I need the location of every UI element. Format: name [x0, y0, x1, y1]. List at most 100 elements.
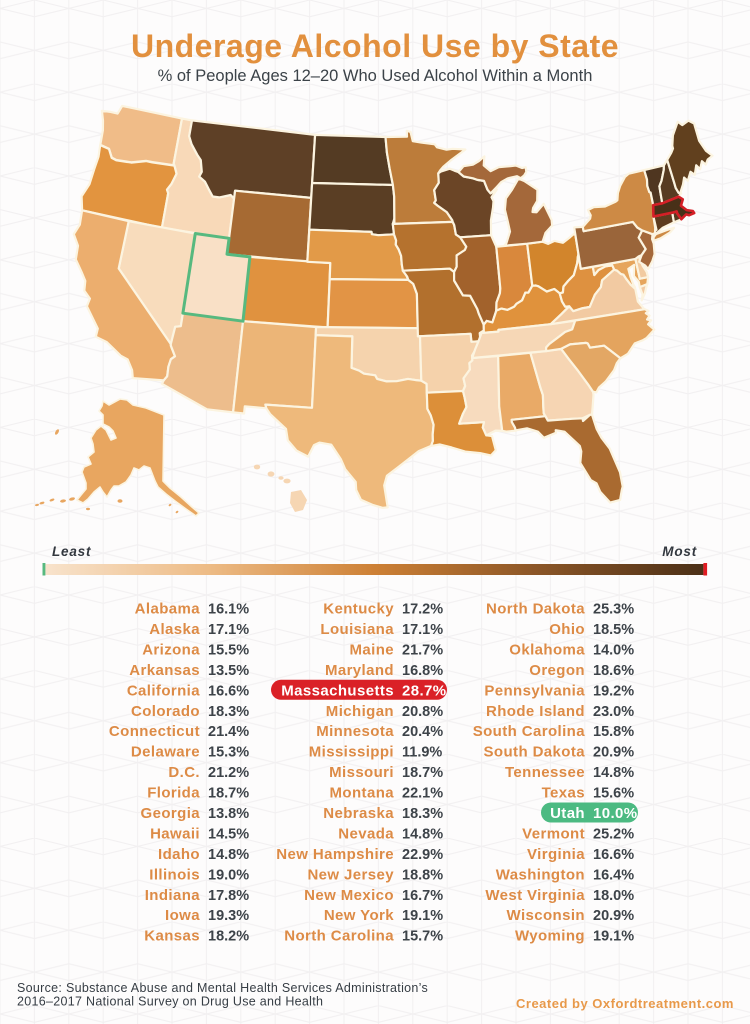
svg-text:Indiana: Indiana — [145, 887, 201, 904]
svg-text:Illinois: Illinois — [149, 866, 200, 883]
svg-text:Georgia: Georgia — [141, 805, 201, 822]
svg-text:New Jersey: New Jersey — [307, 866, 394, 883]
svg-text:Source: Substance Abuse and Me: Source: Substance Abuse and Mental Healt… — [17, 981, 428, 995]
svg-text:Tennessee: Tennessee — [505, 764, 585, 781]
svg-text:10.0%: 10.0% — [593, 805, 638, 822]
svg-text:25.3%: 25.3% — [593, 602, 634, 618]
svg-text:18.3%: 18.3% — [402, 806, 443, 822]
svg-text:16.8%: 16.8% — [402, 663, 443, 679]
svg-text:18.7%: 18.7% — [208, 786, 249, 802]
svg-text:South Dakota: South Dakota — [484, 744, 586, 761]
svg-text:17.1%: 17.1% — [402, 622, 443, 638]
svg-text:Nevada: Nevada — [338, 826, 394, 843]
svg-text:Oregon: Oregon — [529, 662, 585, 679]
svg-text:South Carolina: South Carolina — [473, 723, 586, 740]
svg-text:Michigan: Michigan — [326, 703, 394, 720]
svg-text:Connecticut: Connecticut — [109, 723, 200, 740]
svg-text:Louisiana: Louisiana — [320, 621, 394, 638]
svg-text:Washington: Washington — [496, 866, 585, 883]
svg-text:Hawaii: Hawaii — [150, 826, 200, 843]
svg-text:18.0%: 18.0% — [593, 888, 634, 904]
svg-text:15.3%: 15.3% — [208, 745, 249, 761]
svg-text:16.7%: 16.7% — [402, 888, 443, 904]
svg-text:Missouri: Missouri — [329, 764, 394, 781]
svg-text:16.6%: 16.6% — [593, 847, 634, 863]
svg-text:Created by Oxfordtreatment.com: Created by Oxfordtreatment.com — [516, 996, 734, 1011]
svg-text:West Virginia: West Virginia — [485, 887, 585, 904]
svg-text:Colorado: Colorado — [131, 703, 200, 720]
svg-text:Utah: Utah — [550, 805, 585, 822]
svg-text:Arizona: Arizona — [142, 641, 200, 658]
svg-text:Florida: Florida — [147, 785, 200, 802]
svg-text:19.1%: 19.1% — [593, 929, 634, 945]
svg-text:19.2%: 19.2% — [593, 683, 634, 699]
svg-text:Mississippi: Mississippi — [309, 744, 394, 761]
svg-text:22.9%: 22.9% — [402, 847, 443, 863]
svg-text:20.8%: 20.8% — [402, 704, 443, 720]
svg-text:Wyoming: Wyoming — [515, 928, 585, 945]
svg-text:19.3%: 19.3% — [208, 908, 249, 924]
svg-text:13.8%: 13.8% — [208, 806, 249, 822]
svg-text:18.7%: 18.7% — [402, 765, 443, 781]
svg-text:% of People Ages 12–20 Who Use: % of People Ages 12–20 Who Used Alcohol … — [158, 67, 593, 85]
svg-text:2016–2017 National Survey on D: 2016–2017 National Survey on Drug Use an… — [17, 995, 323, 1009]
svg-text:18.3%: 18.3% — [208, 704, 249, 720]
svg-text:New Mexico: New Mexico — [304, 887, 394, 904]
svg-text:22.1%: 22.1% — [402, 786, 443, 802]
svg-text:Arkansas: Arkansas — [129, 662, 200, 679]
svg-text:North Dakota: North Dakota — [486, 601, 585, 618]
svg-text:Ohio: Ohio — [549, 621, 585, 638]
svg-text:20.9%: 20.9% — [593, 908, 634, 924]
svg-text:15.6%: 15.6% — [593, 786, 634, 802]
svg-text:14.8%: 14.8% — [593, 765, 634, 781]
svg-text:Vermont: Vermont — [522, 826, 585, 843]
svg-text:Minnesota: Minnesota — [316, 723, 394, 740]
svg-text:18.5%: 18.5% — [593, 622, 634, 638]
svg-text:11.9%: 11.9% — [402, 745, 442, 761]
svg-text:21.7%: 21.7% — [402, 642, 443, 658]
svg-text:14.0%: 14.0% — [593, 642, 634, 658]
svg-text:21.2%: 21.2% — [208, 765, 249, 781]
svg-text:Oklahoma: Oklahoma — [509, 641, 585, 658]
svg-text:15.8%: 15.8% — [593, 724, 634, 740]
svg-text:Wisconsin: Wisconsin — [507, 907, 585, 924]
svg-text:25.2%: 25.2% — [593, 827, 634, 843]
svg-text:Texas: Texas — [542, 785, 585, 802]
svg-text:New York: New York — [324, 907, 394, 924]
svg-text:18.8%: 18.8% — [402, 867, 443, 883]
svg-text:Kansas: Kansas — [144, 928, 200, 945]
svg-text:19.1%: 19.1% — [402, 908, 443, 924]
svg-text:Underage Alcohol Use by State: Underage Alcohol Use by State — [131, 28, 619, 64]
svg-text:21.4%: 21.4% — [208, 724, 249, 740]
svg-text:Least: Least — [52, 544, 91, 559]
svg-text:New Hampshire: New Hampshire — [276, 846, 394, 863]
svg-text:20.9%: 20.9% — [593, 745, 634, 761]
svg-text:14.5%: 14.5% — [208, 827, 249, 843]
svg-text:Montana: Montana — [330, 785, 395, 802]
svg-text:Virginia: Virginia — [527, 846, 585, 863]
svg-text:15.7%: 15.7% — [402, 929, 443, 945]
svg-text:14.8%: 14.8% — [208, 847, 249, 863]
svg-text:Kentucky: Kentucky — [323, 601, 394, 618]
svg-text:Iowa: Iowa — [165, 907, 200, 924]
svg-text:California: California — [127, 682, 200, 699]
svg-text:Rhode Island: Rhode Island — [486, 703, 585, 720]
svg-text:Idaho: Idaho — [158, 846, 200, 863]
svg-text:Massachusetts: Massachusetts — [281, 682, 394, 699]
svg-text:Alabama: Alabama — [135, 601, 201, 618]
svg-text:Maryland: Maryland — [325, 662, 394, 679]
svg-text:20.4%: 20.4% — [402, 724, 443, 740]
svg-text:18.2%: 18.2% — [208, 929, 249, 945]
svg-text:14.8%: 14.8% — [402, 827, 443, 843]
svg-text:North Carolina: North Carolina — [284, 928, 394, 945]
svg-text:23.0%: 23.0% — [593, 704, 634, 720]
svg-text:17.1%: 17.1% — [208, 622, 249, 638]
svg-text:16.4%: 16.4% — [593, 867, 634, 883]
svg-text:Most: Most — [662, 544, 697, 559]
svg-text:Maine: Maine — [349, 641, 394, 658]
svg-text:Nebraska: Nebraska — [323, 805, 394, 822]
svg-text:17.2%: 17.2% — [402, 602, 443, 618]
svg-text:17.8%: 17.8% — [208, 888, 249, 904]
svg-text:Delaware: Delaware — [131, 744, 200, 761]
svg-text:19.0%: 19.0% — [208, 867, 249, 883]
